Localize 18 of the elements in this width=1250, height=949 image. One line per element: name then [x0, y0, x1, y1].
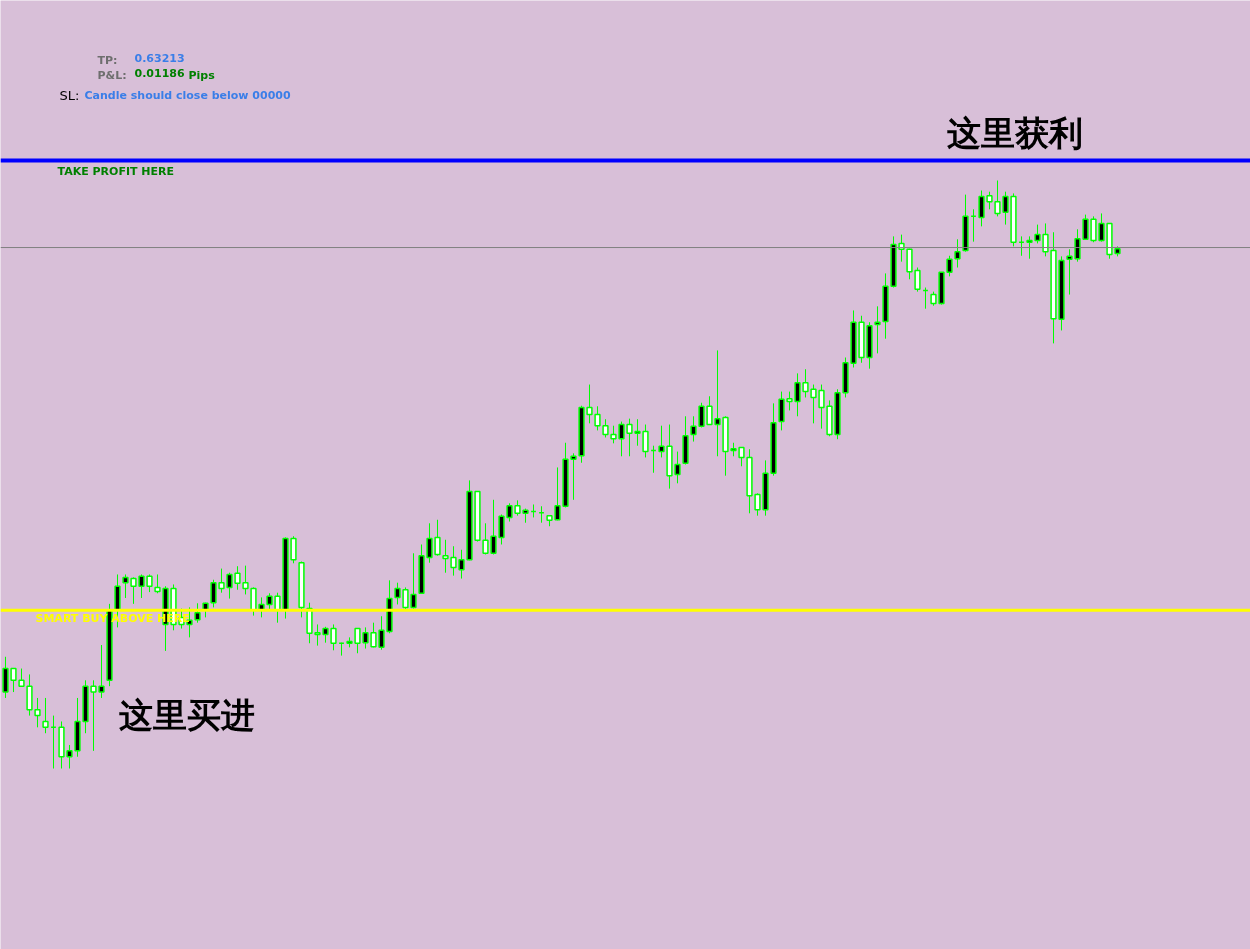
- candlestick: [954, 238, 961, 269]
- annotation: 这里买进: [118, 694, 255, 735]
- candlestick: [946, 255, 953, 277]
- text: Pips: [188, 68, 216, 82]
- candlestick: [26, 673, 33, 717]
- ref-line-label: TAKE PROFIT HERE: [57, 164, 175, 178]
- text: 这里获利: [946, 112, 1083, 153]
- candlestick: [42, 697, 49, 734]
- text: Candle should close below 00000: [84, 88, 291, 102]
- text: 0.01186: [134, 66, 185, 80]
- candlestick: [570, 452, 577, 501]
- candlestick: [34, 697, 41, 728]
- text: SL:: [59, 87, 80, 103]
- candlestick: [690, 415, 697, 443]
- candlestick: [874, 305, 881, 354]
- text: TP:: [97, 53, 118, 67]
- text: 0.63213: [134, 51, 185, 65]
- text: P&L:: [97, 68, 127, 82]
